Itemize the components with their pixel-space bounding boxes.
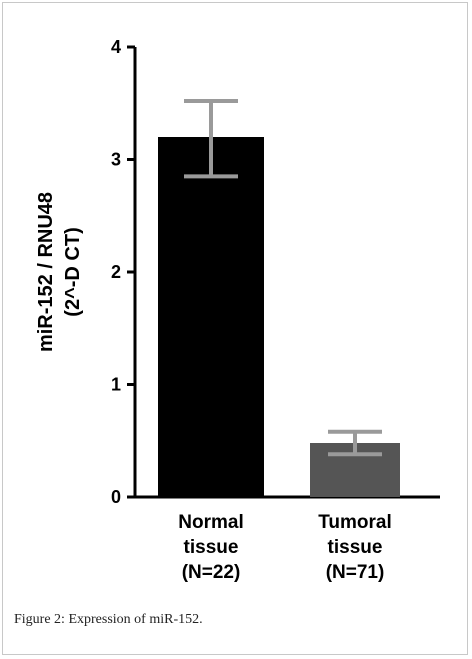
y-axis-label-line-0: miR-152 / RNU48 bbox=[35, 192, 57, 352]
y-tick-label: 0 bbox=[111, 487, 121, 507]
y-tick-label: 3 bbox=[111, 150, 121, 170]
caption-label: Figure 2: bbox=[14, 612, 65, 627]
y-tick-label: 4 bbox=[111, 37, 121, 57]
bar-chart: 0 1 2 3 4 Normal tissue (N=22) Tumoral tissue (N=… bbox=[35, 37, 440, 583]
bars bbox=[158, 137, 400, 497]
figure-caption: Figure 2: Expression of miR-152. bbox=[14, 612, 203, 628]
y-axis-label: miR-152 / RNU48 (2^-D CT) bbox=[35, 192, 84, 352]
y-axis-label-line-1: (2^-D CT) bbox=[62, 227, 84, 316]
bar-0 bbox=[158, 137, 264, 497]
error-bars bbox=[184, 99, 382, 457]
y-tick-label: 1 bbox=[111, 375, 121, 395]
y-axis-label-group: miR-152 / RNU48 (2^-D CT) bbox=[35, 192, 84, 352]
caption-text: Expression of miR-152. bbox=[64, 612, 203, 627]
y-axis: 0 1 2 3 4 bbox=[111, 37, 137, 507]
y-tick-label: 2 bbox=[111, 262, 121, 282]
x-category-label-1: (N=71) bbox=[326, 562, 385, 583]
x-category-label-1: Tumoral bbox=[318, 512, 392, 533]
x-category-label-0: (N=22) bbox=[182, 562, 241, 583]
x-category-label-0: tissue bbox=[184, 537, 239, 558]
x-category-label-0: Normal bbox=[178, 512, 243, 533]
x-category-label-1: tissue bbox=[328, 537, 383, 558]
x-axis: Normal tissue (N=22) Tumoral tissue (N=71) bbox=[135, 495, 440, 583]
